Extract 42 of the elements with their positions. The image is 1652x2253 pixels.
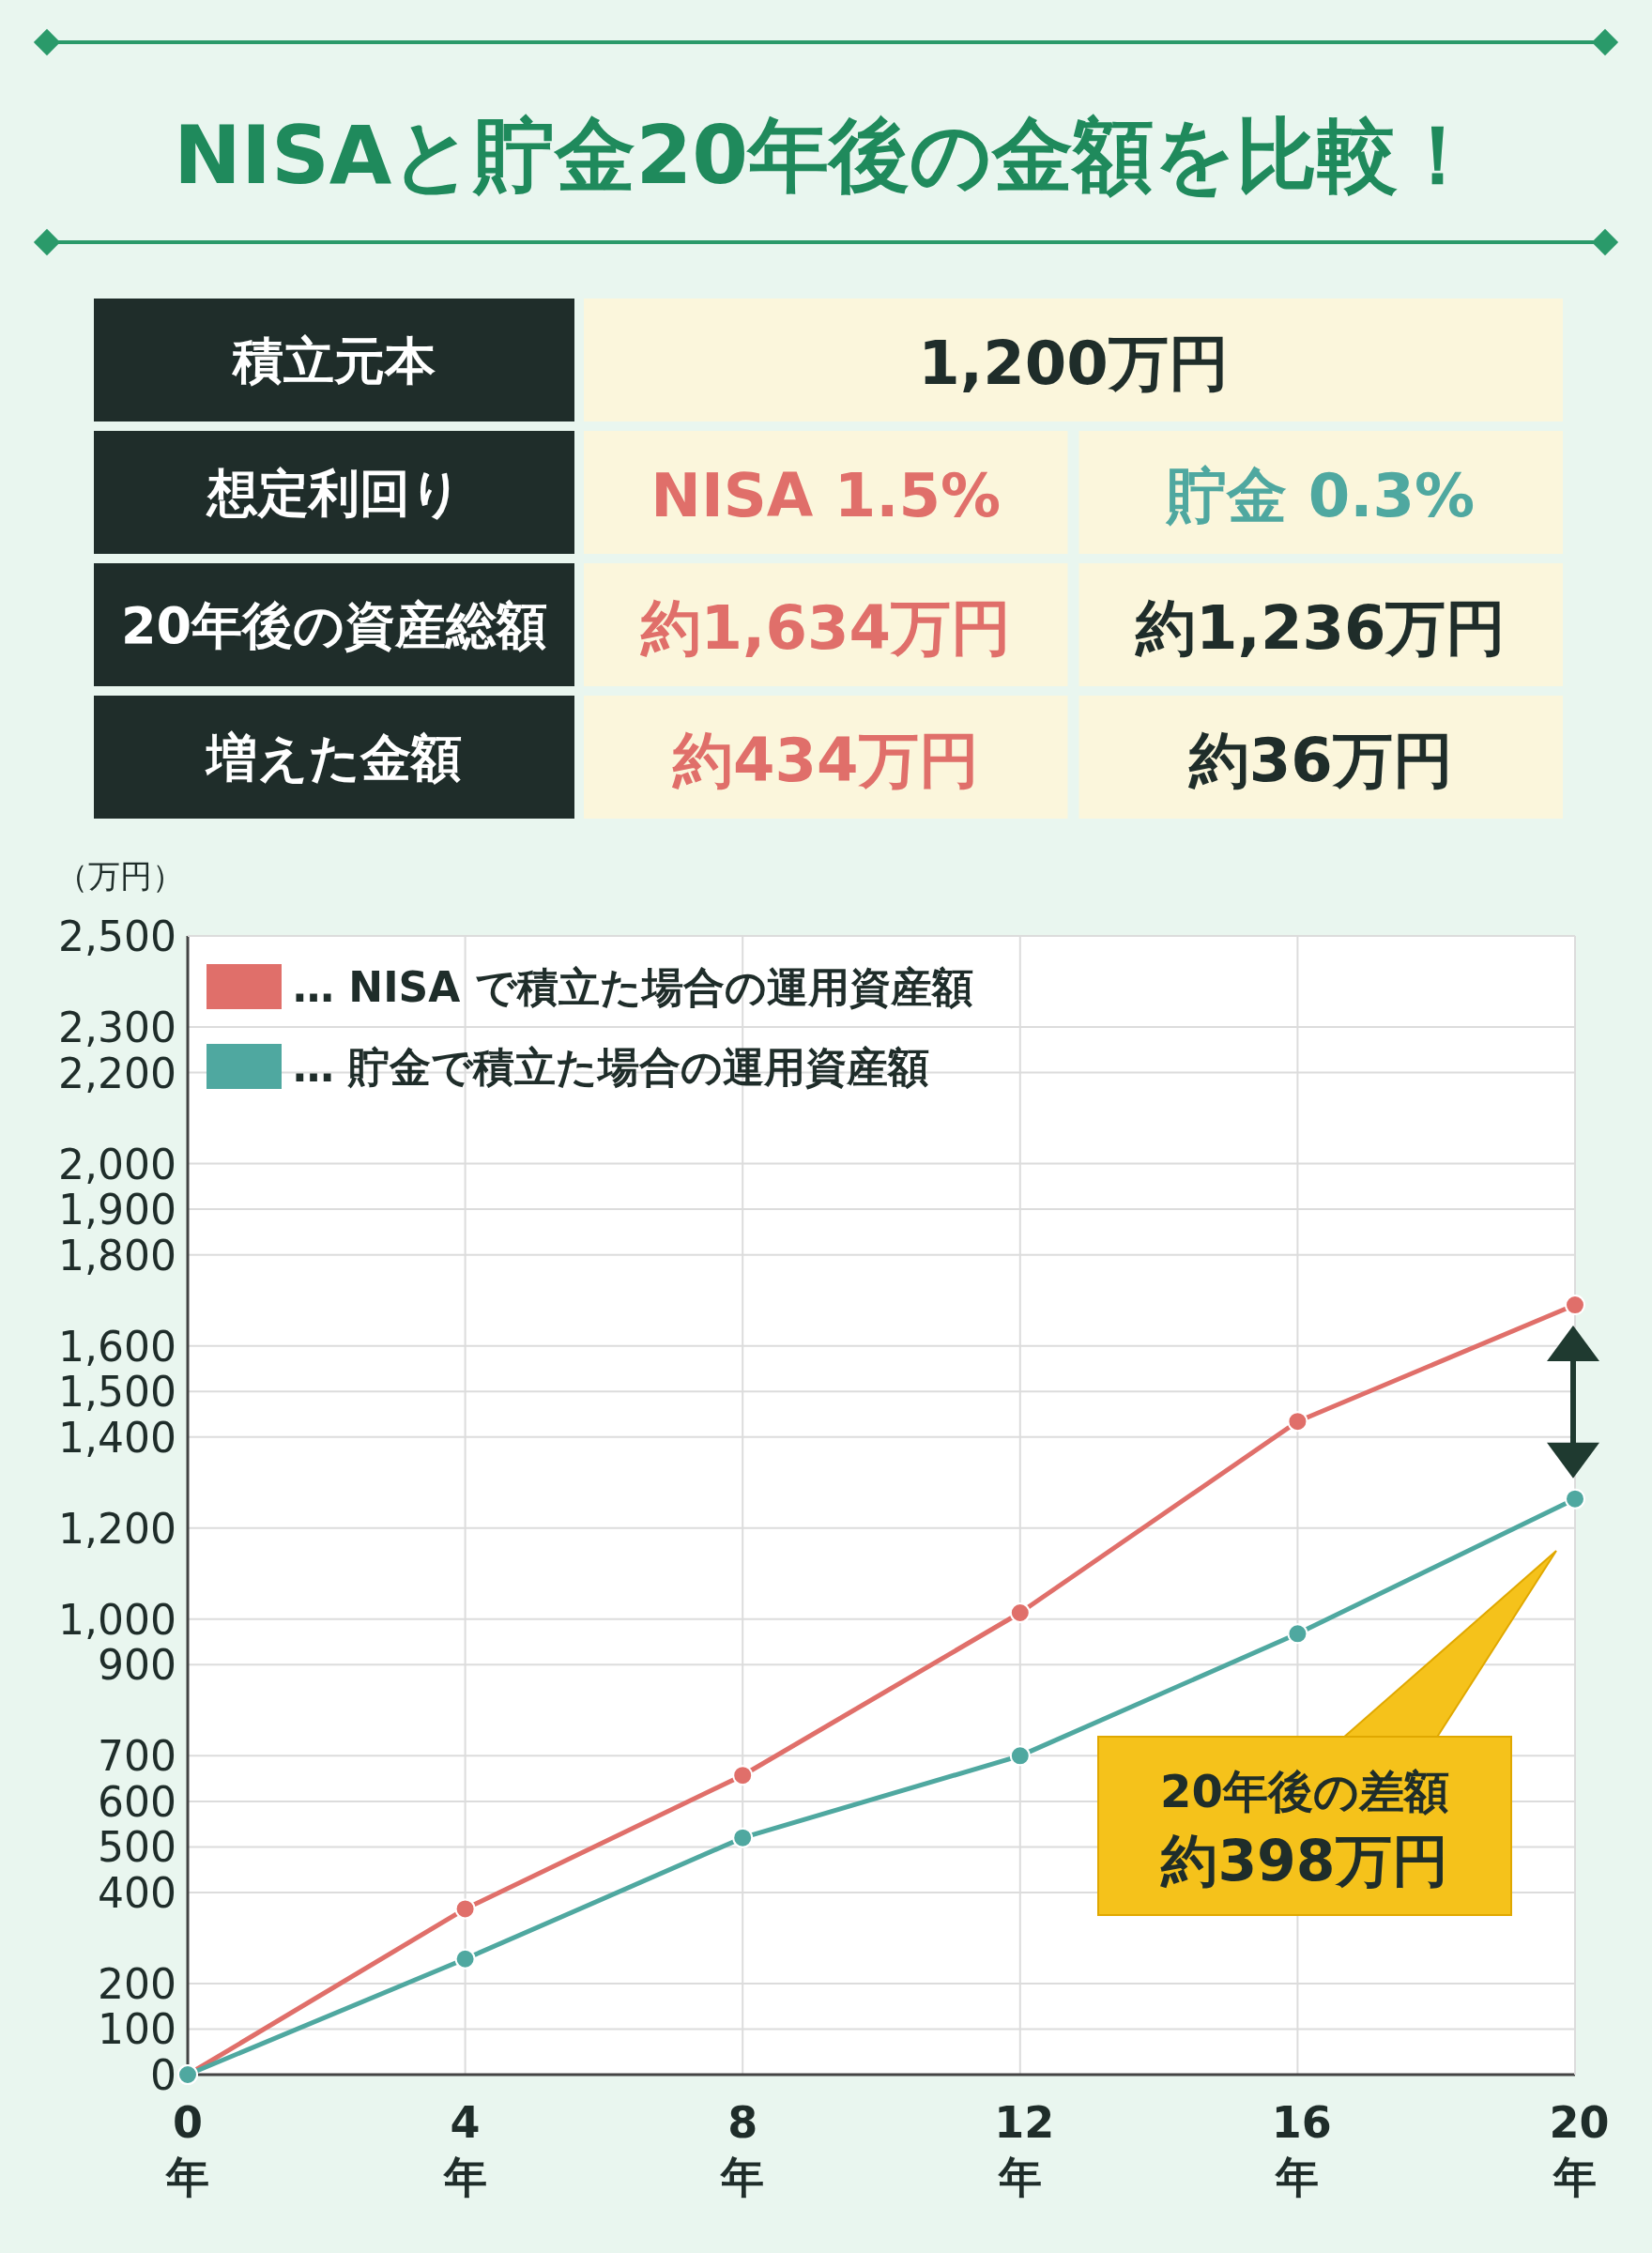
point	[1565, 1488, 1585, 1510]
text: NISAと貯金20年後の金額を比較！	[173, 108, 1479, 202]
y-tick-label: 2,000	[58, 1140, 176, 1188]
y-axis-title: （万円）	[56, 857, 184, 895]
y-tick-label: 1,600	[58, 1322, 176, 1371]
text: NISA 1.5%	[650, 460, 1002, 530]
y-tick-label: 900	[98, 1641, 176, 1690]
text: 20年後の資産総額	[120, 595, 548, 655]
point	[1009, 1745, 1031, 1767]
annotation: 20年後の差額	[1160, 1765, 1449, 1817]
text: 約36万円	[1186, 725, 1453, 795]
text: 約434万円	[670, 725, 979, 795]
x-tick-label: 0年	[164, 2096, 210, 2204]
point	[454, 1898, 476, 1920]
text: 約1,634万円	[638, 592, 1011, 663]
annotation: 約398万円	[1160, 1828, 1448, 1893]
x-tick-label: 16年	[1271, 2096, 1332, 2204]
y-tick-label: 100	[98, 2005, 176, 2054]
point	[1565, 1295, 1585, 1316]
y-tick-label: 200	[98, 1959, 176, 2008]
text: 約1,236万円	[1134, 592, 1507, 663]
legend-label: … NISA で積立た場合の運用資産額	[293, 963, 973, 1011]
point	[1009, 1602, 1031, 1624]
point	[454, 1948, 476, 1969]
x-tick-label: 20年	[1549, 2096, 1610, 2204]
point	[1287, 1411, 1308, 1433]
text: 貯金 0.3%	[1165, 460, 1476, 530]
point	[732, 1765, 754, 1786]
y-tick-label: 1,200	[58, 1504, 176, 1553]
y-tick-label: 2,500	[58, 912, 176, 960]
text: 想定利回り	[205, 463, 462, 523]
text: 1,200万円	[918, 328, 1229, 398]
x-tick-label: 4年	[442, 2096, 488, 2204]
y-tick-label: 0	[150, 2051, 176, 2099]
x-tick-label: 8年	[719, 2096, 766, 2204]
text: 積立元本	[231, 330, 436, 391]
point	[732, 1827, 754, 1848]
legend-label: … 貯金で積立た場合の運用資産額	[293, 1043, 930, 1091]
text: 増えた金額	[205, 728, 462, 788]
y-tick-label: 1,000	[58, 1595, 176, 1644]
point	[1287, 1623, 1308, 1645]
x-tick-label: 12年	[994, 2096, 1055, 2204]
